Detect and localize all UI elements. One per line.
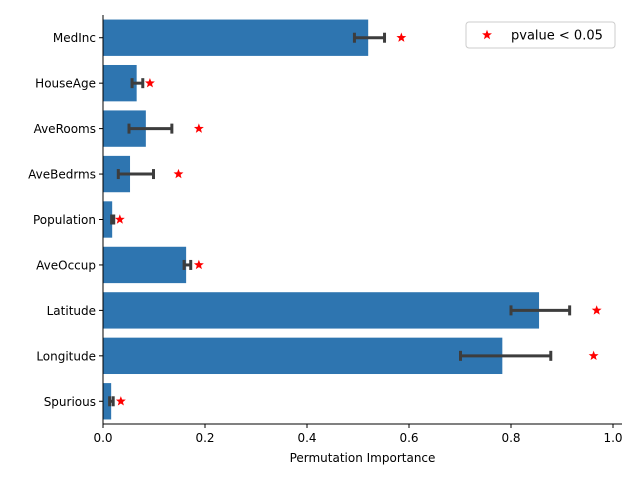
- errorbar-medinc: [352, 32, 387, 43]
- pvalue-star-averooms: [193, 123, 204, 133]
- y-tick-label-spurious: Spurious: [44, 395, 96, 409]
- pvalue-star-avebedrms: [173, 168, 184, 179]
- x-tick-label: 0.2: [195, 431, 214, 445]
- legend-label: pvalue < 0.05: [511, 29, 603, 44]
- errorbar-spurious: [108, 396, 115, 407]
- errorbar-population: [110, 214, 116, 225]
- y-tick-label-population: Population: [33, 213, 96, 227]
- pvalue-star-latitude: [591, 305, 602, 315]
- errorbar-avebedrms: [116, 169, 155, 180]
- errorbars-layer: [108, 32, 572, 407]
- y-tick-label-averooms: AveRooms: [34, 122, 96, 136]
- x-tick-label: 0.0: [93, 431, 112, 445]
- errorbar-houseage: [130, 78, 145, 89]
- y-tick-label-houseage: HouseAge: [35, 77, 96, 91]
- x-axis-label: Permutation Importance: [290, 451, 436, 465]
- bar-spurious: [103, 383, 112, 420]
- errorbar-longitude: [459, 350, 553, 361]
- bar-aveoccup: [103, 246, 187, 284]
- x-tick-label: 0.6: [399, 431, 418, 445]
- x-ticks: 0.0 0.2 0.4 0.6 0.8 1.0: [93, 424, 623, 445]
- x-tick-label: 0.8: [501, 431, 520, 445]
- pvalue-star-aveoccup: [193, 259, 204, 270]
- pvalue-star-houseage: [144, 77, 155, 88]
- y-tick-label-latitude: Latitude: [47, 304, 96, 318]
- y-tick-label-aveoccup: AveOccup: [36, 258, 96, 272]
- x-tick-label: 0.4: [297, 431, 316, 445]
- errorbar-averooms: [127, 123, 174, 134]
- y-tick-label-avebedrms: AveBedrms: [28, 168, 96, 182]
- markers-layer: [114, 32, 602, 406]
- y-ticks: MedInc HouseAge AveRooms AveBedrms Populatio…: [28, 31, 103, 409]
- errorbar-latitude: [509, 305, 572, 316]
- y-tick-label-longitude: Longitude: [36, 349, 96, 363]
- legend-box: [465, 21, 616, 49]
- errorbar-aveoccup: [182, 259, 193, 270]
- bar-population: [103, 201, 113, 238]
- bar-longitude: [103, 337, 503, 375]
- legend: pvalue < 0.05: [465, 21, 616, 49]
- legend-star-marker: [482, 29, 492, 40]
- pvalue-star-spurious: [115, 396, 126, 406]
- pvalue-star-population: [114, 214, 125, 224]
- pvalue-star-longitude: [588, 350, 599, 361]
- pvalue-star-medinc: [396, 32, 407, 42]
- y-tick-label-medinc: MedInc: [53, 31, 96, 45]
- bar-medinc: [103, 19, 369, 56]
- bar-latitude: [103, 292, 540, 329]
- bars-layer: [103, 19, 540, 420]
- x-tick-label: 1.0: [603, 431, 622, 445]
